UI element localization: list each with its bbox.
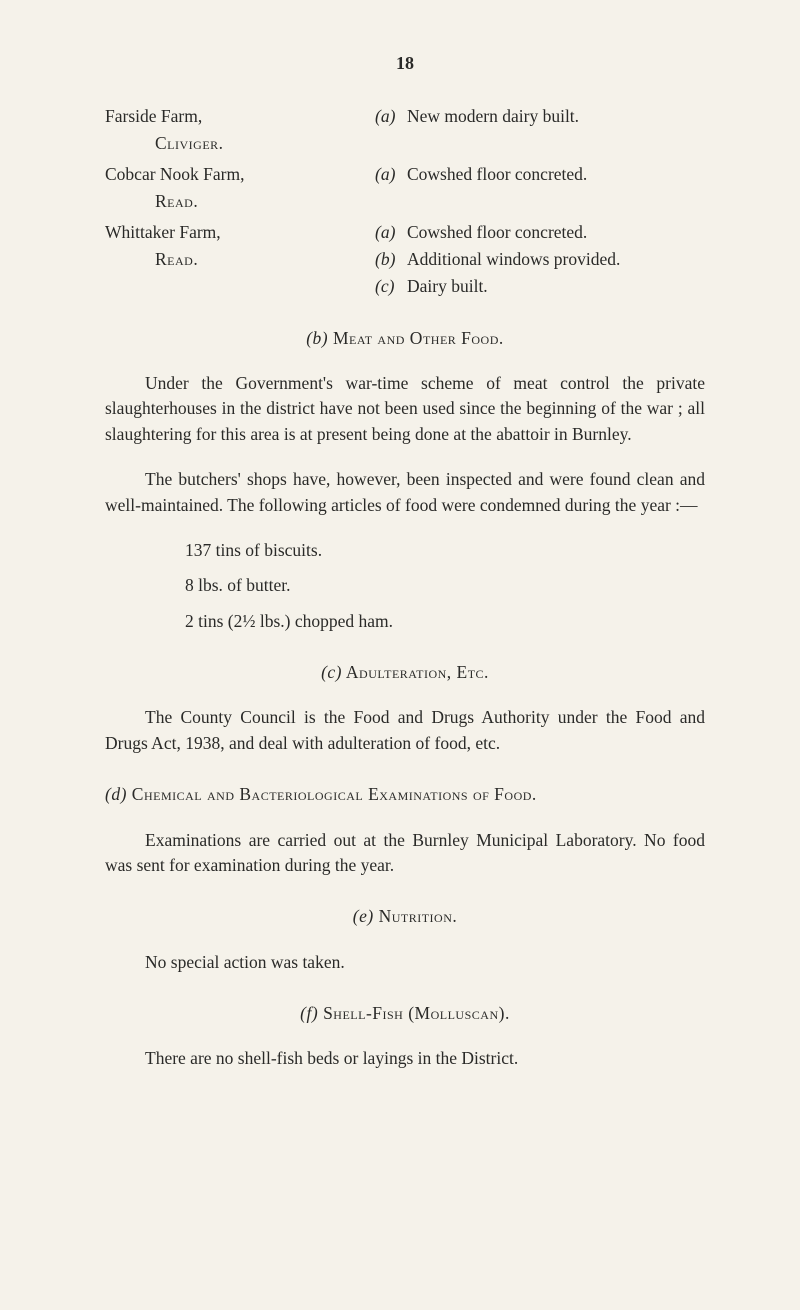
farm-item-text: Cowshed floor concreted. [407, 162, 705, 187]
farm-item-marker: (c) [375, 274, 407, 299]
farm-item-text: Dairy built. [407, 274, 705, 299]
section-e-title: Nutrition. [379, 906, 458, 926]
farm-item-marker: (a) [375, 104, 407, 129]
section-c-para: The County Council is the Food and Drugs… [105, 705, 705, 756]
farm-row: Whittaker Farm, (a) Cowshed floor concre… [105, 220, 705, 245]
section-b-para1: Under the Government's war-time scheme o… [105, 371, 705, 447]
farm-location: Read. [105, 189, 375, 214]
section-b-para2: The butchers' shops have, however, been … [105, 467, 705, 518]
section-e-marker: (e) [353, 906, 374, 926]
section-d-para: Examinations are carried out at the Burn… [105, 828, 705, 879]
page-number: 18 [105, 50, 705, 76]
section-f-title: Shell-Fish (Molluscan). [323, 1003, 510, 1023]
farm-row: Farside Farm, (a) New modern dairy built… [105, 104, 705, 129]
farm-item-text: Cowshed floor concreted. [407, 220, 705, 245]
farm-item-text: New modern dairy built. [407, 104, 705, 129]
farm-row: (c) Dairy built. [105, 274, 705, 299]
farm-table: Farside Farm, (a) New modern dairy built… [105, 104, 705, 300]
farm-item-marker: (a) [375, 220, 407, 245]
farm-row: Read. [105, 189, 705, 214]
farm-location: Cliviger. [105, 131, 375, 156]
section-d-heading: (d) Chemical and Bacteriological Examina… [105, 782, 705, 807]
section-c-title: Adulteration, Etc. [346, 662, 489, 682]
section-f-heading: (f) Shell-Fish (Molluscan). [105, 1001, 705, 1026]
farm-location: Read. [105, 247, 375, 272]
section-d-marker: (d) [105, 784, 127, 804]
condemned-item: 8 lbs. of butter. [105, 573, 705, 598]
section-c-heading: (c) Adulteration, Etc. [105, 660, 705, 685]
farm-name: Cobcar Nook Farm, [105, 162, 375, 187]
section-d-title: Chemical and Bacteriological Examination… [132, 784, 537, 804]
farm-item-marker: (a) [375, 162, 407, 187]
farm-row: Read. (b) Additional windows provided. [105, 247, 705, 272]
section-f-marker: (f) [300, 1003, 318, 1023]
section-c-marker: (c) [321, 662, 342, 682]
farm-item-marker: (b) [375, 247, 407, 272]
section-e-para: No special action was taken. [105, 950, 705, 975]
condemned-item: 2 tins (2½ lbs.) chopped ham. [105, 609, 705, 634]
farm-name: Farside Farm, [105, 104, 375, 129]
section-e-heading: (e) Nutrition. [105, 904, 705, 929]
section-f-para: There are no shell-fish beds or layings … [105, 1046, 705, 1071]
section-b-marker: (b) [306, 328, 328, 348]
condemned-item: 137 tins of biscuits. [105, 538, 705, 563]
farm-row: Cobcar Nook Farm, (a) Cowshed floor conc… [105, 162, 705, 187]
section-b-heading: (b) Meat and Other Food. [105, 326, 705, 351]
section-b-title: Meat and Other Food. [333, 328, 504, 348]
farm-row: Cliviger. [105, 131, 705, 156]
farm-item-text: Additional windows provided. [407, 247, 705, 272]
farm-name: Whittaker Farm, [105, 220, 375, 245]
